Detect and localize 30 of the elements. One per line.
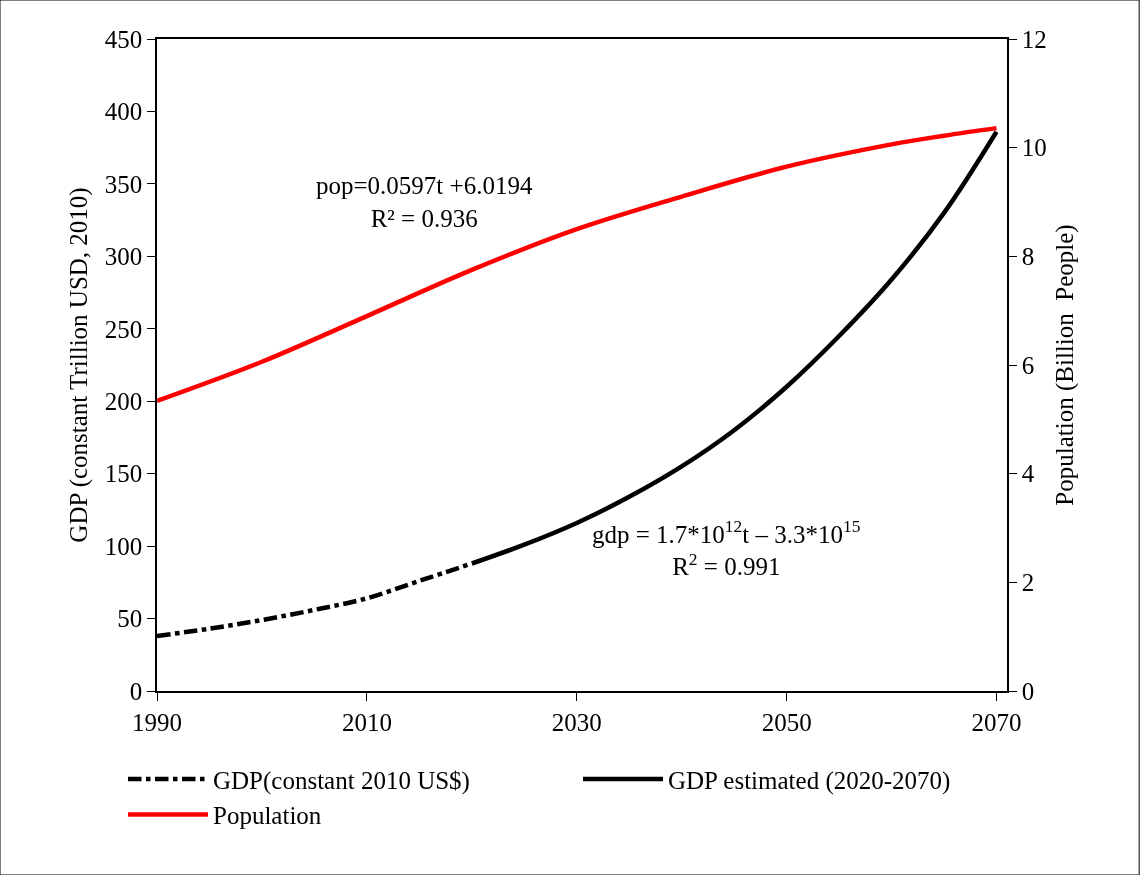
- y-tick-label: 0: [129, 677, 143, 705]
- x-tick-label: 2010: [341, 708, 392, 736]
- y-tick-label: 450: [104, 25, 143, 53]
- legend-label: GDP(constant 2010 US$): [213, 766, 470, 795]
- y-tick-label: 250: [104, 315, 143, 343]
- y2-tick-label: 6: [1021, 351, 1035, 379]
- y2-tick-label: 4: [1021, 460, 1035, 488]
- y-tick-label: 100: [104, 532, 143, 560]
- x-tick-label: 2070: [971, 708, 1022, 736]
- y2-tick-label: 10: [1021, 134, 1047, 162]
- y2-tick-label: 12: [1021, 25, 1047, 53]
- y2-tick-label: 0: [1021, 677, 1035, 705]
- x-tick-label: 1990: [132, 708, 182, 736]
- y2-tick-label: 2: [1021, 569, 1035, 597]
- legend-label: Population: [213, 802, 322, 830]
- y-tick-label: 50: [117, 605, 143, 633]
- y2-axis-title: Population (Billion People): [1051, 224, 1080, 506]
- text: gdp = 1.7*10$^{12}$t – 3.3*10$^{15}$ R$^{2}$ = 0.991: [592, 516, 861, 580]
- y-tick-label: 200: [104, 387, 143, 415]
- legend-label: GDP estimated (2020-2070): [668, 766, 951, 795]
- y-tick-label: 350: [104, 170, 143, 198]
- line-series: [157, 125, 999, 404]
- y-tick-label: 300: [104, 243, 143, 271]
- y-tick-label: 150: [104, 460, 143, 488]
- x-tick-label: 2050: [761, 708, 812, 736]
- y-axis-title: GDP (constant Trillion USD, 2010): [65, 187, 93, 543]
- x-tick-label: 2030: [551, 708, 602, 736]
- y2-tick-label: 8: [1021, 243, 1035, 271]
- y-tick-label: 400: [104, 98, 143, 126]
- annotation: pop=0.0597t +6.0194 R² = 0.936: [316, 172, 533, 232]
